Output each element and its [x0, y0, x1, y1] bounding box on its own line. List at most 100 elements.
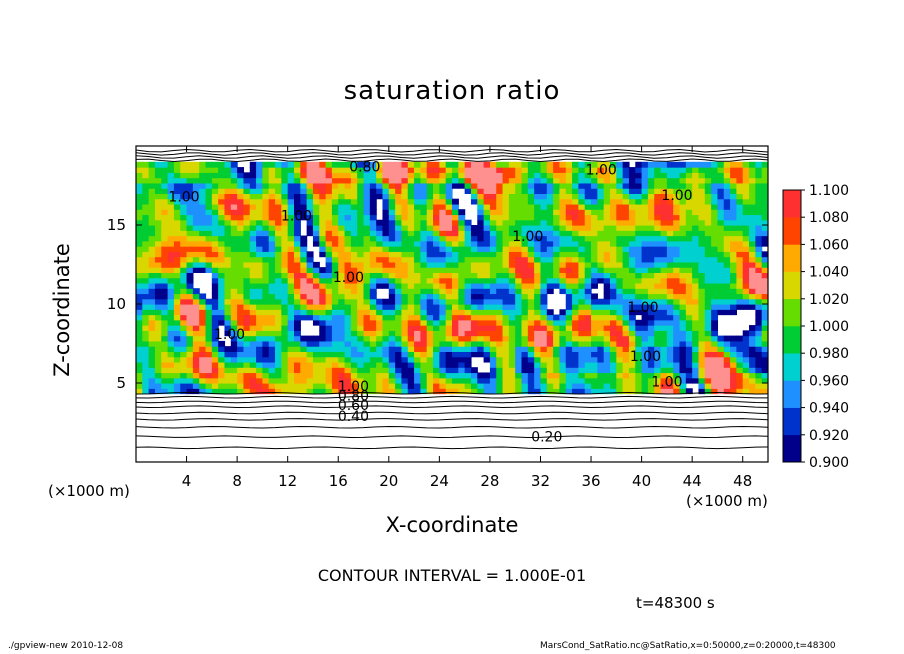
field-cell	[237, 182, 245, 189]
field-cell	[401, 209, 409, 216]
field-cell	[591, 367, 598, 374]
field-cell	[654, 388, 662, 395]
field-cell	[294, 388, 301, 395]
field-cell	[268, 240, 276, 247]
field-cell	[711, 388, 719, 395]
field-cell	[350, 372, 358, 379]
field-cell	[736, 167, 744, 173]
field-cell	[445, 267, 453, 273]
field-cell	[287, 193, 295, 200]
field-cell	[477, 167, 485, 173]
field-cell	[755, 209, 763, 216]
field-cell	[350, 235, 358, 242]
field-cell	[654, 193, 662, 200]
field-cell	[723, 288, 731, 295]
field-cell	[458, 277, 466, 284]
field-cell	[527, 193, 535, 200]
colorbar-swatch	[783, 326, 801, 354]
field-cell	[603, 314, 611, 321]
field-cell	[369, 225, 377, 231]
field-cell	[521, 193, 529, 200]
field-cell	[287, 309, 295, 316]
field-cell	[508, 309, 516, 316]
field-cell	[350, 256, 358, 263]
field-cell	[154, 346, 162, 352]
field-cell	[331, 214, 339, 221]
field-cell	[540, 209, 548, 216]
field-cell	[578, 330, 586, 337]
field-cell	[154, 372, 162, 379]
field-cell	[622, 325, 630, 331]
field-cell	[382, 272, 390, 279]
field-cell	[357, 351, 365, 358]
field-cell	[287, 346, 295, 352]
field-cell	[338, 177, 346, 184]
field-cell	[679, 388, 687, 395]
field-cell	[666, 356, 674, 363]
field-cell	[414, 230, 421, 237]
field-cell	[173, 177, 181, 184]
field-cell	[420, 356, 428, 363]
field-cell	[287, 198, 295, 205]
field-cell	[521, 172, 529, 179]
field-cell	[464, 346, 472, 352]
field-cell	[300, 256, 308, 263]
field-cell	[331, 309, 339, 316]
field-cell	[142, 383, 150, 389]
field-cell	[698, 198, 706, 205]
field-cell	[445, 214, 453, 221]
field-cell	[553, 188, 561, 194]
time-label: t=48300 s	[636, 594, 715, 612]
field-cell	[717, 240, 725, 247]
field-cell	[199, 198, 207, 205]
field-cell	[641, 367, 649, 374]
field-cell	[489, 209, 497, 216]
field-cell	[597, 351, 605, 358]
field-cell	[173, 209, 181, 216]
field-cell	[698, 188, 706, 194]
field-cell	[192, 225, 200, 231]
field-cell	[414, 372, 421, 379]
field-cell	[679, 209, 687, 216]
field-cell	[376, 272, 384, 279]
field-cell	[407, 314, 415, 321]
field-cell	[312, 193, 320, 200]
field-cell	[237, 372, 245, 379]
field-cell	[256, 246, 263, 252]
field-cell	[388, 330, 396, 337]
field-cell	[527, 198, 535, 205]
field-cell	[698, 177, 706, 184]
field-cell	[331, 351, 339, 358]
field-cell	[704, 225, 712, 231]
field-cell	[628, 367, 636, 374]
field-cell	[331, 335, 339, 342]
field-cell	[673, 188, 681, 194]
field-cell	[154, 367, 162, 374]
field-cell	[312, 309, 320, 316]
field-cell	[540, 188, 548, 194]
field-cell	[224, 383, 232, 389]
field-cell	[287, 277, 295, 284]
contour-line	[136, 446, 768, 450]
field-cell	[470, 235, 478, 242]
field-cell	[591, 309, 598, 316]
field-cell	[565, 367, 573, 374]
field-cell	[641, 235, 649, 242]
field-cell	[540, 251, 548, 258]
field-cell	[357, 356, 365, 363]
field-cell	[540, 240, 548, 247]
field-cell	[591, 198, 598, 205]
field-cell	[306, 219, 314, 226]
field-cell	[477, 314, 485, 321]
field-cell	[161, 172, 169, 179]
field-cell	[736, 356, 744, 363]
field-cell	[294, 293, 301, 300]
field-cell	[426, 188, 434, 194]
field-cell	[439, 282, 447, 289]
field-cell	[275, 298, 282, 305]
field-cell	[237, 167, 245, 173]
field-cell	[666, 377, 674, 384]
field-cell	[622, 209, 630, 216]
field-cell	[723, 235, 731, 242]
field-cell	[331, 209, 339, 216]
